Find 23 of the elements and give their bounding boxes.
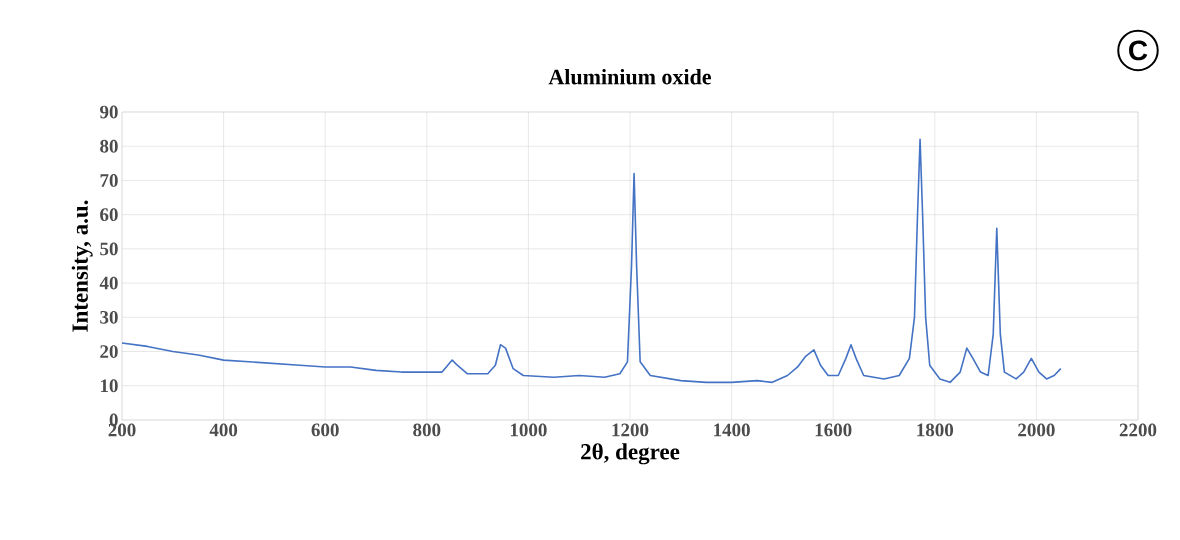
chart-title: Aluminium oxide — [548, 68, 711, 85]
x-tick-label: 1400 — [714, 423, 750, 437]
y-tick-label: 30 — [100, 310, 118, 324]
x-tick-label: 1800 — [917, 423, 954, 437]
y-tick-label: 70 — [100, 174, 118, 187]
y-tick-label: 50 — [100, 242, 118, 256]
x-axis-title: 2θ, degree — [581, 443, 680, 465]
y-tick-label: 90 — [100, 105, 118, 119]
x-tick-label: 600 — [311, 423, 339, 437]
y-tick-label: 20 — [100, 345, 118, 358]
y-axis-title: Intensity, a.u. — [71, 200, 93, 332]
x-tick-label: 2000 — [1018, 423, 1055, 437]
x-tick-label: 800 — [413, 423, 441, 437]
x-tick-label: 1600 — [815, 423, 852, 437]
x-tick-label: 400 — [209, 423, 238, 437]
y-tick-label: 80 — [100, 139, 118, 153]
y-tick-label: 60 — [100, 208, 118, 222]
y-tick-label: 10 — [101, 379, 118, 393]
x-tick-label: 1200 — [612, 423, 649, 437]
x-tick-label: 2200 — [1119, 423, 1157, 437]
x-tick-label: 1000 — [510, 423, 547, 437]
y-tick-label: 40 — [99, 276, 118, 290]
text: C — [1129, 40, 1148, 61]
